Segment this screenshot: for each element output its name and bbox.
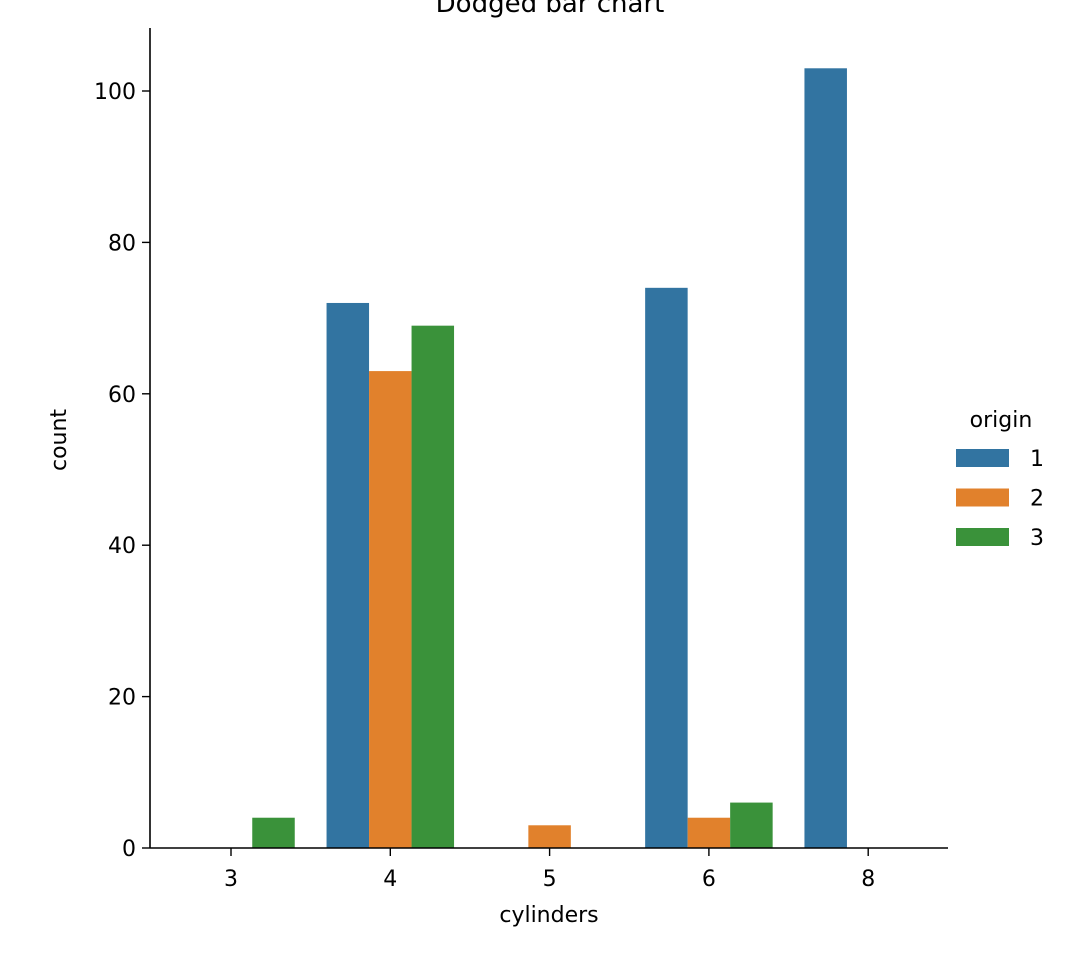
legend-title: origin (970, 408, 1033, 433)
bars-group (252, 68, 847, 849)
x-tick-label: 3 (224, 867, 238, 892)
x-tick-label: 8 (861, 867, 875, 892)
y-tick-label: 60 (108, 383, 136, 408)
legend: origin 1 2 3 (956, 408, 1044, 551)
chart-title: Dodged bar chart (436, 0, 665, 19)
y-tick-label: 100 (94, 80, 136, 105)
y-tick-label: 0 (122, 837, 136, 862)
y-tick-label: 80 (108, 231, 136, 256)
bar-origin-2-cyl-5 (528, 825, 571, 848)
y-tick-label: 40 (108, 534, 136, 559)
bar-origin-3-cyl-3 (252, 817, 295, 848)
legend-swatch-2 (956, 488, 1009, 507)
legend-label-2: 2 (1030, 487, 1044, 512)
bar-origin-1-cyl-8 (804, 68, 847, 849)
y-axis: 0 20 40 60 80 100 (94, 28, 151, 862)
bar-origin-1-cyl-4 (326, 302, 370, 849)
bar-origin-1-cyl-6 (645, 287, 688, 848)
y-tick-label: 20 (108, 686, 136, 711)
bar-origin-3-cyl-6 (730, 802, 773, 848)
x-tick-label: 4 (383, 867, 397, 892)
x-axis: 3 4 5 6 8 (150, 847, 948, 892)
y-axis-title: count (47, 409, 72, 471)
bar-origin-2-cyl-4 (369, 371, 412, 848)
x-tick-label: 5 (543, 867, 557, 892)
bar-origin-3-cyl-4 (411, 325, 455, 848)
legend-swatch-1 (956, 449, 1009, 467)
x-tick-label: 6 (702, 867, 716, 892)
legend-label-1: 1 (1030, 447, 1044, 472)
legend-label-3: 3 (1030, 526, 1044, 551)
legend-swatch-3 (956, 528, 1009, 546)
x-axis-title: cylinders (499, 903, 598, 928)
bar-origin-2-cyl-6 (687, 817, 731, 848)
